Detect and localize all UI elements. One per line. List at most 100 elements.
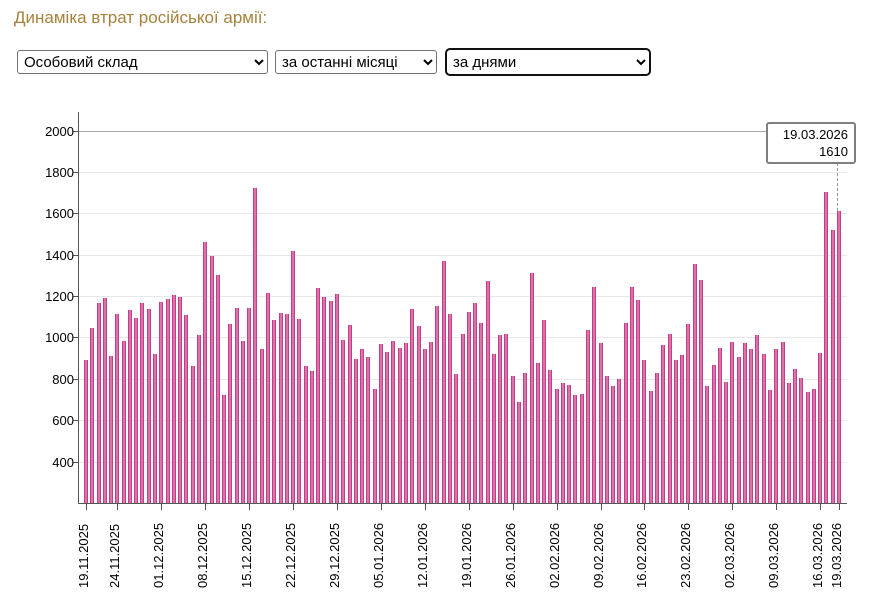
bar[interactable] [460,334,465,503]
bar[interactable] [397,347,402,503]
bar[interactable] [171,295,176,503]
bar[interactable] [466,311,471,503]
bar[interactable] [153,354,158,503]
bar[interactable] [611,386,616,503]
bar[interactable] [178,297,183,503]
bar[interactable] [542,319,547,503]
bar[interactable] [309,370,314,503]
bar[interactable] [586,330,590,503]
bar[interactable] [429,341,434,503]
bar[interactable] [134,317,139,503]
bar[interactable] [705,386,710,503]
bar[interactable] [240,340,245,503]
bar[interactable] [755,335,760,503]
bar[interactable] [96,303,101,503]
bar[interactable] [535,363,540,503]
bar[interactable] [385,351,390,503]
bar[interactable] [284,313,289,503]
bar[interactable] [341,339,346,503]
bar[interactable] [441,260,446,503]
bar[interactable] [830,229,835,503]
bar[interactable] [473,303,478,503]
bar[interactable] [416,326,421,503]
bar[interactable] [573,395,578,503]
bar[interactable] [479,323,484,503]
bar[interactable] [623,323,628,503]
bar[interactable] [410,308,415,503]
bar[interactable] [215,275,220,503]
bar[interactable] [560,383,565,503]
bar[interactable] [824,191,829,503]
bar[interactable] [391,340,396,503]
bar[interactable] [159,302,164,503]
bar[interactable] [761,354,766,503]
bar[interactable] [190,366,195,503]
bar[interactable] [253,187,258,503]
bar[interactable] [435,306,440,503]
bar[interactable] [680,355,685,503]
bar[interactable] [673,360,678,503]
bar[interactable] [592,286,597,503]
bar[interactable] [523,372,528,503]
bar[interactable] [360,348,365,503]
bar[interactable] [793,368,798,503]
bar[interactable] [554,389,559,503]
bar[interactable] [567,385,572,503]
bar[interactable] [303,366,308,503]
bar[interactable] [165,299,170,503]
bar[interactable] [686,324,691,503]
bar[interactable] [353,359,358,503]
bar[interactable] [291,250,296,503]
bar[interactable] [372,389,377,503]
bar[interactable] [203,242,208,503]
bar[interactable] [617,378,622,503]
bar[interactable] [422,348,427,503]
bar[interactable] [127,309,132,503]
bar[interactable] [196,335,201,503]
bar[interactable] [454,373,459,503]
bar[interactable] [642,360,647,503]
bar[interactable] [724,381,729,503]
bar[interactable] [265,293,270,503]
bar[interactable] [667,334,672,503]
bar[interactable] [322,297,327,503]
bar[interactable] [730,341,735,503]
bar[interactable] [297,318,302,503]
bar[interactable] [485,280,490,503]
bar[interactable] [90,328,95,503]
bar[interactable] [328,301,333,503]
bar[interactable] [629,286,634,503]
bar[interactable] [767,390,772,503]
bar[interactable] [102,298,107,503]
bar[interactable] [115,313,120,503]
bar[interactable] [247,307,252,503]
bar[interactable] [548,369,553,503]
bar[interactable] [316,287,321,503]
bar[interactable] [837,211,841,503]
bar[interactable] [272,319,277,503]
bar[interactable] [529,273,534,503]
bar[interactable] [278,312,283,503]
bar[interactable] [491,354,496,503]
bar[interactable] [504,334,509,503]
bar[interactable] [259,348,264,503]
bar[interactable] [604,375,609,503]
bar[interactable] [661,344,666,503]
bar[interactable] [579,394,584,503]
bar[interactable] [222,395,227,503]
bar[interactable] [736,357,741,503]
bar[interactable] [347,325,352,503]
bar[interactable] [498,335,503,503]
bar[interactable] [109,356,114,503]
bar[interactable] [184,314,189,503]
bar[interactable] [378,343,383,503]
bar[interactable] [366,357,371,503]
bar[interactable] [209,255,214,503]
bar[interactable] [698,279,703,503]
bar[interactable] [84,360,88,503]
bar[interactable] [146,308,151,503]
bar[interactable] [742,342,747,503]
bar[interactable] [121,340,126,503]
bar[interactable] [228,324,233,503]
bar[interactable] [655,372,660,503]
